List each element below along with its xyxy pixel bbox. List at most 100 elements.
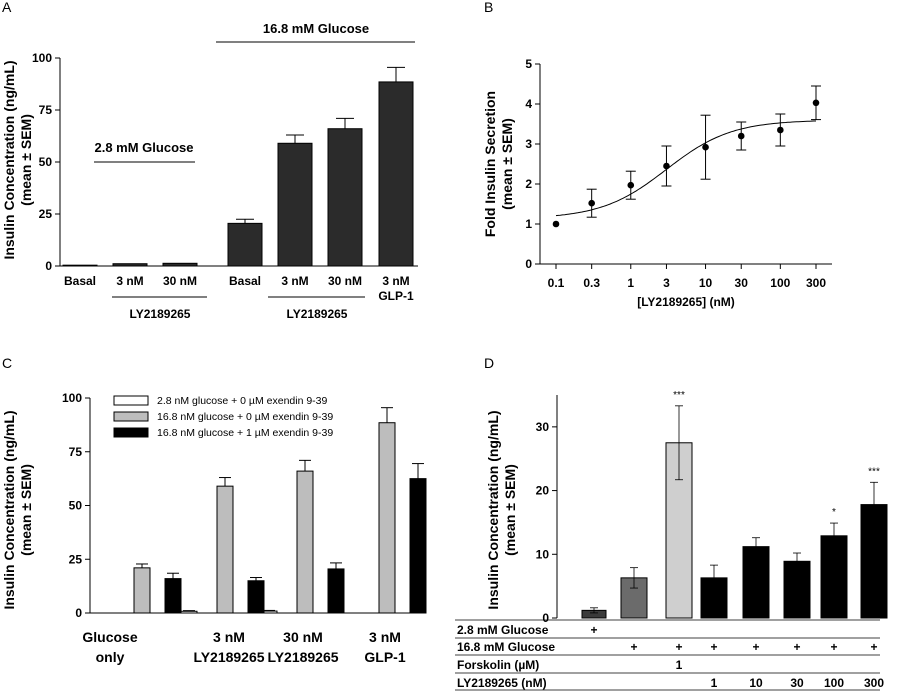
table-row-label: Forskolin (µM) [457, 658, 539, 672]
x-tick-label: 3 nM [116, 274, 143, 288]
data-point [627, 181, 635, 189]
panel-label-d: D [484, 355, 494, 371]
x-tick-label: 100 [770, 276, 790, 290]
bar [133, 567, 151, 614]
x-tick-label: 3 nM [281, 274, 308, 288]
bar [296, 470, 314, 614]
significance-marker: * [832, 507, 836, 518]
x-tick-label: 300 [806, 276, 826, 290]
table-row-label: 16.8 mM Glucose [457, 640, 555, 654]
x-tick-label: Basal [64, 274, 96, 288]
table-cell: + [630, 640, 637, 654]
bar [112, 263, 148, 267]
table-cell: 30 [790, 676, 804, 690]
annotation: 16.8 mM Glucose [263, 21, 369, 36]
significance-marker: *** [673, 390, 685, 401]
y-tick-label: 100 [62, 391, 82, 405]
legend-swatch [113, 395, 149, 406]
data-point [812, 99, 820, 107]
data-point [663, 162, 670, 170]
y-tick-label: 25 [39, 207, 53, 221]
x-axis-label: [LY2189265] (nM) [637, 295, 735, 309]
y-axis-sublabel: (mean ± SEM) [502, 464, 518, 556]
bar [327, 128, 363, 267]
annotation: 2.8 mM Glucose [95, 140, 194, 155]
table-cell: 300 [864, 676, 884, 690]
x-tick-label: 30 nM [283, 629, 323, 645]
y-tick-label: 0 [75, 606, 82, 620]
group-label: LY2189265 [287, 307, 348, 321]
x-tick-label: Basal [229, 274, 261, 288]
table-row-label: 2.8 mM Glucose [457, 623, 549, 637]
y-axis-label: Insulin Concentration (ng/mL) [1, 60, 17, 259]
x-tick-sublabel: only [96, 649, 125, 665]
chart-c: 0 25 50 75 100 Insulin Concentration (ng/mL)(… [1, 391, 427, 665]
y-tick-label: 0 [45, 259, 52, 273]
bar [162, 262, 198, 267]
bar [378, 81, 414, 267]
bar [378, 422, 396, 614]
x-tick-sublabel: GLP-1 [364, 649, 405, 665]
legend-label: 16.8 nM glucose + 0 µM exendin 9-39 [157, 411, 333, 423]
table-cell: + [710, 640, 717, 654]
bar [180, 610, 198, 614]
data-point [588, 199, 595, 207]
bar [409, 478, 427, 614]
y-tick-label: 1 [525, 217, 532, 231]
table-cell: + [752, 640, 759, 654]
x-tick-label: 30 [735, 276, 749, 290]
table-cell: 10 [749, 676, 763, 690]
x-tick-label: 3 nM [369, 629, 401, 645]
y-axis-label: Insulin Concentration (ng/mL) [485, 410, 501, 609]
x-tick-label: 10 [699, 276, 713, 290]
bar [327, 568, 345, 614]
legend-label: 2.8 nM glucose + 0 µM exendin 9-39 [157, 395, 328, 407]
legend-label: 16.8 nM glucose + 1 µM exendin 9-39 [157, 427, 333, 439]
bar [62, 264, 98, 267]
y-axis-sublabel: (mean ± SEM) [499, 118, 515, 210]
bar [216, 485, 234, 614]
y-tick-label: 5 [525, 57, 532, 71]
y-axis-label: Fold Insulin Secretion [482, 91, 498, 237]
y-tick-label: 2 [525, 177, 532, 191]
x-tick-label: 1 [627, 276, 634, 290]
table-cell: + [870, 640, 877, 654]
y-tick-label: 25 [69, 552, 83, 566]
x-tick-label: 30 nM [163, 274, 197, 288]
table-cell: 100 [824, 676, 844, 690]
x-tick-label: 3 nM [382, 274, 409, 288]
legend-swatch [113, 427, 149, 438]
bar [164, 578, 182, 614]
y-axis-sublabel: (mean ± SEM) [18, 114, 34, 206]
panel-label-a: A [2, 0, 12, 15]
chart-a: 0 25 50 75 100 Insulin Concentration (ng/mL)(… [1, 21, 418, 321]
y-tick-label: 75 [39, 103, 53, 117]
x-tick-label: 3 nM [213, 629, 245, 645]
x-tick-sublabel: LY2189265 [267, 649, 338, 665]
table-cell: 1 [676, 658, 683, 672]
legend-swatch [113, 411, 149, 422]
significance-marker: *** [868, 466, 880, 477]
x-tick-label: 30 nM [328, 274, 362, 288]
y-tick-label: 50 [69, 499, 83, 513]
x-tick-label: 0.1 [548, 276, 565, 290]
data-point [737, 132, 745, 140]
table-cell: + [830, 640, 837, 654]
bar [247, 580, 265, 614]
group-label: LY2189265 [130, 307, 191, 321]
panel-label-b: B [484, 0, 493, 15]
x-tick-label: 3 [663, 276, 670, 290]
chart-d: 0 10 20 30 Insulin Concentration (ng/mL) (mea… [455, 390, 888, 691]
y-tick-label: 100 [32, 51, 52, 65]
bar [227, 222, 263, 267]
bar [277, 142, 313, 267]
data-point [777, 126, 784, 134]
y-tick-label: 0 [542, 611, 549, 625]
fit-curve [555, 120, 816, 217]
y-tick-label: 20 [536, 484, 550, 498]
table-row-label: LY2189265 (nM) [457, 676, 547, 690]
chart-b: 0 1 2 3 4 5 Fold Insulin Secretion (mean ± SEM)… [482, 57, 832, 309]
bar [820, 535, 848, 619]
y-axis-sublabel: (mean ± SEM) [18, 464, 34, 556]
